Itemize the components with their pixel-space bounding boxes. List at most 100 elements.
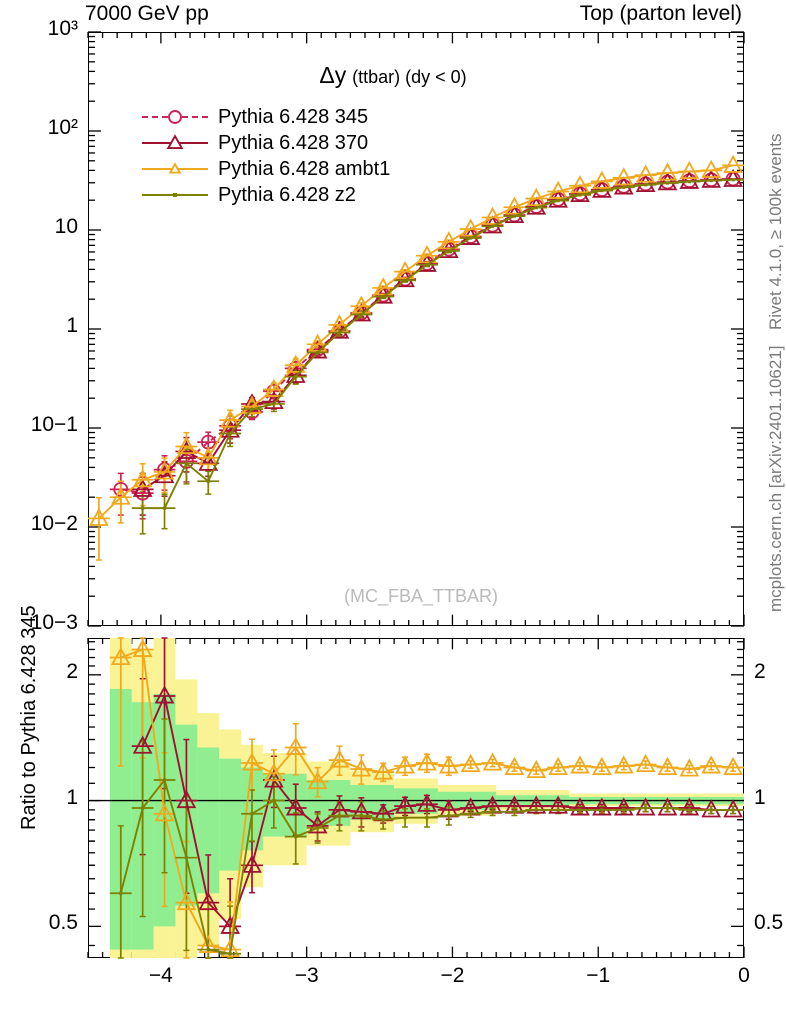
series-marker	[198, 934, 219, 953]
series-marker	[613, 167, 634, 186]
series-marker	[228, 431, 232, 436]
series-marker	[635, 173, 656, 193]
series-marker	[526, 759, 547, 779]
legend-item[interactable]: Pythia 6.428 z2	[140, 182, 390, 208]
series-marker	[600, 808, 604, 812]
series-marker	[132, 735, 153, 754]
series-marker	[198, 452, 219, 471]
x-tick-label: −3	[294, 964, 319, 987]
legend-item[interactable]: Pythia 6.428 370	[140, 130, 390, 156]
series-marker	[701, 799, 722, 818]
series-marker	[395, 260, 415, 280]
series-marker	[613, 755, 634, 774]
series-marker	[679, 797, 700, 816]
series-marker	[176, 891, 197, 911]
series-marker	[731, 808, 735, 812]
series-marker	[723, 799, 743, 818]
legend: Pythia 6.428 345 Pythia 6.428 370 Pythia 6…	[140, 104, 390, 208]
ratio-y-tick-label: 1	[66, 785, 78, 809]
series-marker	[504, 756, 525, 775]
legend-marker-circle-icon	[142, 110, 208, 124]
series-marker	[592, 797, 612, 816]
series-marker	[184, 461, 188, 465]
series-marker	[635, 753, 656, 772]
series-marker	[482, 752, 503, 771]
series-marker	[264, 769, 284, 788]
legend-label: Pythia 6.428 370	[218, 131, 369, 154]
y-tick-label: 1	[66, 314, 78, 337]
ratio-band-inner	[109, 688, 132, 950]
ratio-y-tick-label-right: 1	[754, 785, 766, 809]
series-marker	[534, 206, 538, 210]
series-marker	[176, 789, 197, 809]
series-marker	[329, 749, 350, 768]
series-marker	[337, 330, 342, 335]
series-marker	[178, 453, 194, 469]
legend-marker-dot-icon	[142, 193, 208, 197]
series-marker	[285, 354, 306, 373]
series-marker	[141, 806, 145, 810]
series-marker	[679, 758, 700, 777]
series-marker	[250, 407, 254, 411]
series-marker	[731, 178, 735, 182]
legend-item[interactable]: Pythia 6.428 ambt1	[140, 156, 390, 182]
series-marker	[490, 810, 495, 814]
series-marker	[417, 752, 437, 771]
series-marker	[570, 797, 590, 816]
series-marker	[351, 295, 372, 314]
series-marker	[622, 808, 626, 812]
header-right-process: Top (parton level)	[579, 2, 742, 25]
series-marker	[373, 761, 394, 780]
ratio-y-tick-label-right: 0.5	[754, 911, 784, 935]
series-marker	[665, 806, 670, 810]
ratio-y-tick-label-right: 2	[754, 659, 766, 683]
x-tick-label: −1	[586, 964, 611, 987]
series-marker	[294, 375, 298, 379]
series-marker	[679, 160, 700, 179]
y-tick-label: 10³	[47, 17, 78, 40]
series-marker	[701, 159, 722, 178]
series-marker	[272, 798, 276, 803]
series-marker	[417, 793, 437, 812]
ratio-y-tick-label: 0.5	[48, 911, 78, 935]
series-marker	[242, 752, 262, 771]
series-marker	[622, 185, 626, 189]
legend-item[interactable]: Pythia 6.428 345	[140, 104, 390, 130]
series-marker	[417, 245, 437, 264]
series-marker	[592, 170, 612, 189]
series-marker	[132, 478, 153, 497]
legend-label: Pythia 6.428 z2	[218, 183, 356, 206]
series-marker	[113, 481, 129, 497]
plot-title-symbol: Δy	[319, 62, 347, 88]
series-marker	[307, 770, 328, 790]
series-marker	[154, 803, 175, 822]
plot-title: Δy (ttbar) (dy < 0)	[0, 62, 786, 89]
y-tick-label: 10−3	[30, 611, 78, 634]
series-marker	[578, 193, 582, 197]
series-marker	[206, 479, 210, 483]
ratio-y-axis-label: Ratio to Pythia 6.428 345	[18, 605, 40, 830]
series-marker	[570, 175, 590, 194]
series-marker	[613, 797, 634, 816]
series-marker	[162, 506, 167, 510]
series-marker	[723, 154, 743, 173]
series-marker	[687, 180, 691, 184]
y-tick-label: 10−2	[30, 512, 78, 535]
series-marker	[272, 402, 276, 406]
series-marker	[556, 808, 560, 812]
series-marker	[526, 795, 547, 814]
series-marker	[657, 172, 678, 191]
series-marker	[548, 180, 568, 199]
series-marker	[132, 638, 153, 657]
series-marker	[89, 507, 109, 526]
series-marker	[395, 795, 415, 814]
series-marker	[381, 818, 385, 822]
series-marker	[294, 835, 298, 839]
series-marker	[285, 797, 306, 816]
series-marker	[198, 447, 219, 466]
series-marker	[351, 758, 372, 777]
series-marker	[447, 814, 451, 818]
series-marker	[351, 801, 372, 820]
series-marker	[723, 756, 743, 775]
